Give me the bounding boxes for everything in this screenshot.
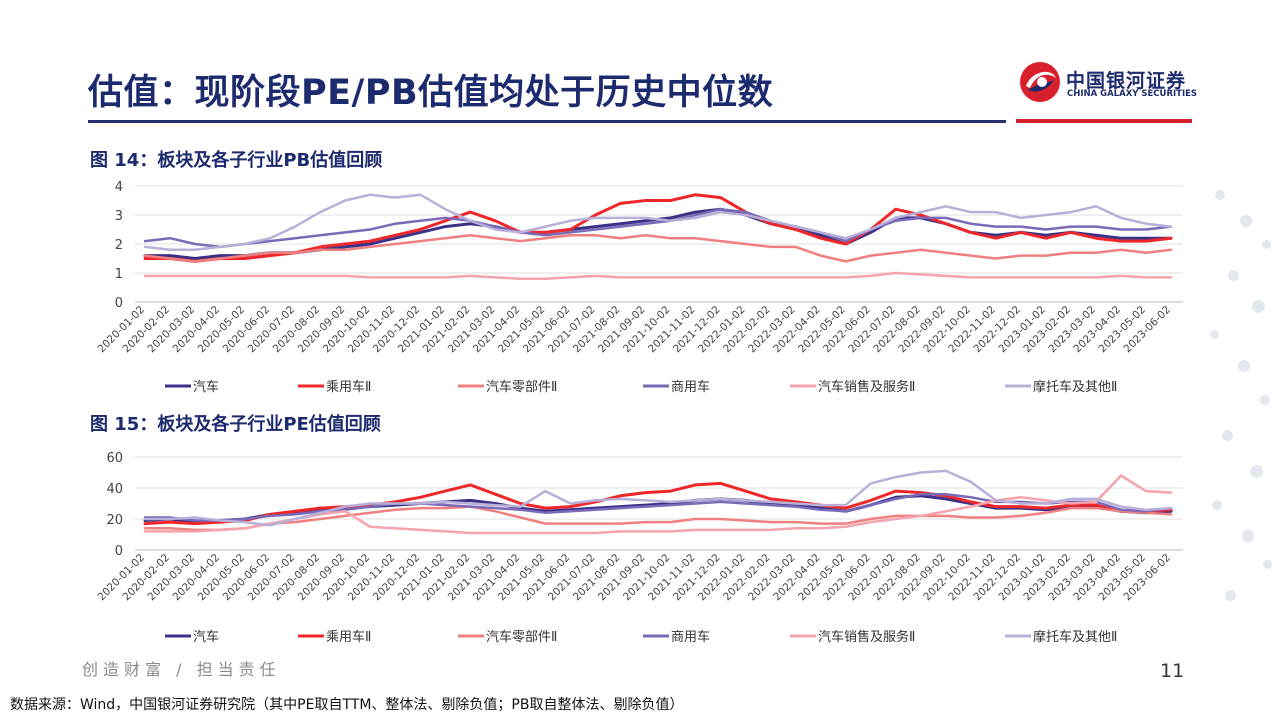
y-tick-label: 4 xyxy=(115,180,123,195)
series-line-2 xyxy=(143,505,1173,532)
series-line-5 xyxy=(143,469,1173,527)
y-tick-label: 0 xyxy=(115,296,123,311)
y-tick-label: 20 xyxy=(106,513,123,528)
y-tick-label: 0 xyxy=(115,544,123,559)
page-number: 11 xyxy=(1160,660,1185,682)
slogan: 创造财富 / 担当责任 xyxy=(82,660,281,679)
legend-label: 汽车销售及服务Ⅱ xyxy=(818,379,915,395)
series-line-5 xyxy=(143,193,1173,252)
page-title: 估值：现阶段PE/PB估值均处于历史中位数 xyxy=(88,73,774,113)
series-line-4 xyxy=(143,271,1173,281)
title-underline-red xyxy=(1016,119,1192,123)
legend-label: 商用车 xyxy=(671,379,710,395)
logo-chinese-name: 中国银河证券 xyxy=(1066,70,1187,92)
series-line-1 xyxy=(143,481,1173,526)
legend-label: 汽车零部件Ⅱ xyxy=(486,629,557,645)
series-line-1 xyxy=(143,193,1173,263)
pe-valuation-chart: 02040602020-01-022020-02-022020-03-02202… xyxy=(95,451,1183,645)
data-source-note: 数据来源：Wind，中国银河证券研究院（其中PE取自TTM、整体法、剔除负值；P… xyxy=(10,697,684,713)
logo-english-name: CHINA GALAXY SECURITIES xyxy=(1067,89,1198,99)
legend-label: 乘用车Ⅱ xyxy=(326,379,371,395)
legend-label: 商用车 xyxy=(671,629,710,645)
galaxy-logo-icon xyxy=(1020,62,1060,102)
legend-label: 摩托车及其他Ⅱ xyxy=(1033,629,1117,645)
legend-label: 摩托车及其他Ⅱ xyxy=(1033,379,1117,395)
legend-label: 乘用车Ⅱ xyxy=(326,629,371,645)
y-tick-label: 40 xyxy=(106,482,123,497)
legend-label: 汽车销售及服务Ⅱ xyxy=(818,629,915,645)
figure-15-title: 图 15：板块及各子行业PE估值回顾 xyxy=(90,414,381,435)
y-tick-label: 2 xyxy=(115,238,123,253)
title-underline-blue xyxy=(88,120,1006,123)
legend-label: 汽车零部件Ⅱ xyxy=(486,379,557,395)
y-tick-label: 60 xyxy=(106,451,123,466)
series-line-3 xyxy=(143,207,1173,249)
series-line-2 xyxy=(143,234,1173,263)
y-tick-label: 1 xyxy=(115,267,123,282)
legend-label: 汽车 xyxy=(193,379,219,395)
company-logo: 中国银河证券 CHINA GALAXY SECURITIES xyxy=(1018,58,1197,106)
legend-label: 汽车 xyxy=(193,629,219,645)
figure-14-title: 图 14：板块及各子行业PB估值回顾 xyxy=(90,150,383,171)
y-tick-label: 3 xyxy=(115,209,123,224)
pb-valuation-chart: 012342020-01-022020-02-022020-03-022020-… xyxy=(95,180,1183,395)
